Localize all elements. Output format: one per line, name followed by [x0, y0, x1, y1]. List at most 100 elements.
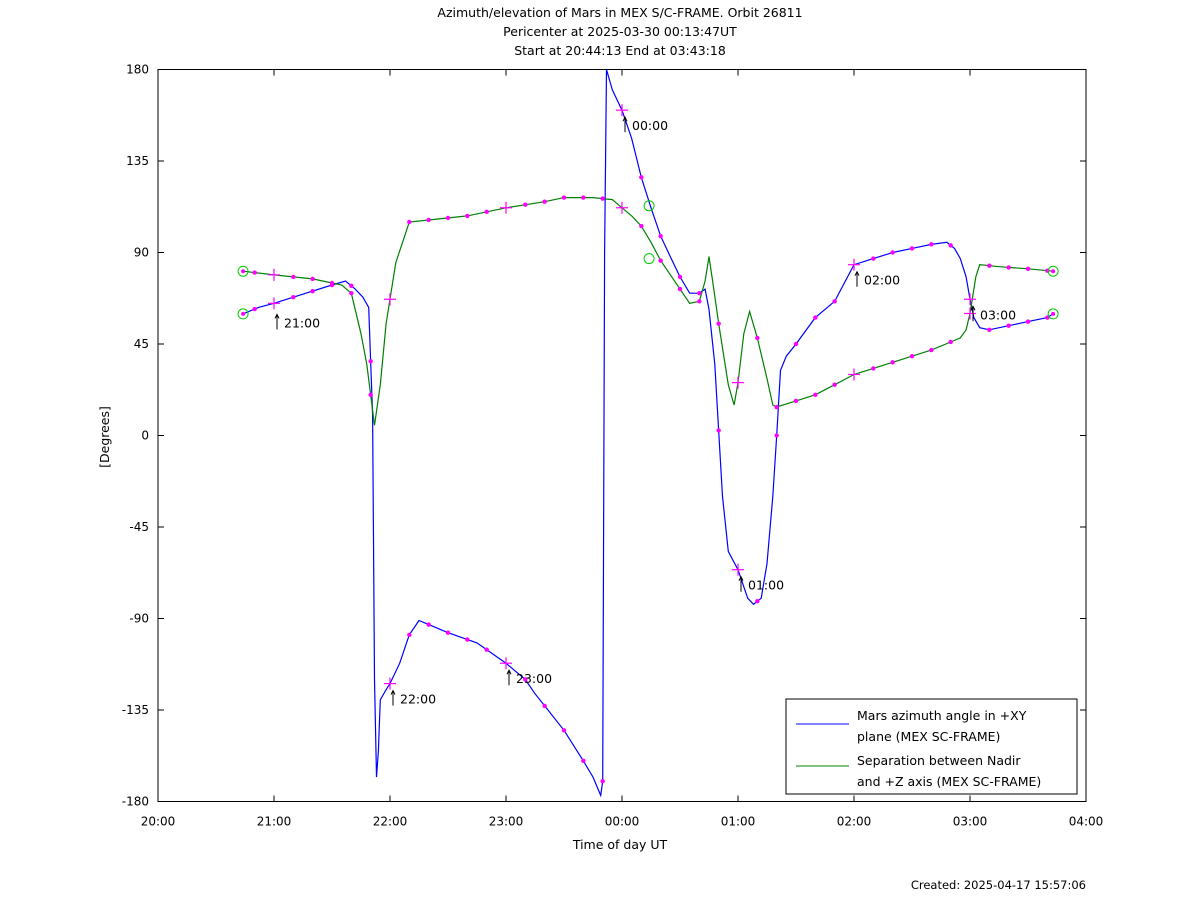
ten-minute-marker	[871, 256, 876, 261]
ten-minute-marker	[600, 196, 605, 201]
x-axis-label: Time of day UT	[572, 837, 668, 852]
y-tick-label: 45	[134, 337, 149, 351]
ten-minute-marker	[658, 234, 663, 239]
ten-minute-marker	[658, 258, 663, 263]
x-tick-label: 01:00	[721, 815, 756, 829]
ten-minute-marker	[368, 392, 373, 398]
pericenter-marker	[643, 200, 655, 212]
ten-minute-marker	[581, 758, 586, 764]
annotation-label: 00:00	[632, 118, 668, 133]
ten-minute-marker	[793, 341, 799, 347]
x-tick-label: 22:00	[373, 815, 408, 829]
ten-minute-marker	[329, 280, 335, 286]
ten-minute-marker	[813, 315, 818, 320]
annotation-label: 22:00	[400, 692, 436, 707]
ten-minute-marker	[639, 175, 644, 180]
annotation-arrowhead	[274, 313, 280, 319]
ten-minute-marker	[716, 428, 721, 433]
ten-minute-marker	[871, 366, 876, 371]
endpoint-dot	[241, 311, 246, 316]
ten-minute-marker	[639, 223, 644, 229]
ten-minute-marker	[542, 199, 547, 204]
ten-minute-marker	[542, 703, 547, 709]
endpoint-marker	[237, 265, 249, 277]
y-tick-label: 135	[126, 154, 149, 168]
y-axis-label: [Degrees]	[97, 406, 112, 468]
ten-minute-marker	[349, 290, 354, 296]
ten-minute-marker	[793, 398, 799, 404]
annotation-label: 23:00	[516, 671, 552, 686]
x-tick-label: 02:00	[837, 815, 872, 829]
legend-label-separation-1: Separation between Nadir	[857, 753, 1021, 768]
y-tick-label: 180	[126, 63, 149, 77]
ten-minute-marker	[523, 202, 528, 207]
ten-minute-marker	[1006, 323, 1011, 328]
ten-minute-marker	[407, 632, 412, 637]
legend-label-azimuth-1: Mars azimuth angle in +XY	[857, 708, 1027, 723]
annotation-arrowhead	[738, 575, 744, 581]
annotation-arrowhead	[390, 689, 396, 695]
x-tick-label: 23:00	[489, 815, 524, 829]
legend-box	[785, 698, 1078, 795]
ten-minute-marker	[600, 778, 605, 784]
y-axis: 180 135 90 45 0 -45 -90 -135 -180	[122, 63, 1086, 809]
chart-title-line-2: Pericenter at 2025-03-30 00:13:47UT	[503, 24, 737, 39]
series-lines	[242, 69, 1054, 798]
ten-minute-marker	[987, 263, 992, 268]
ten-minute-marker	[252, 306, 257, 312]
ten-minute-marker	[716, 321, 721, 326]
pericenter-marker	[643, 253, 655, 265]
ten-minute-marker	[832, 299, 837, 304]
ten-minute-marker	[929, 242, 934, 247]
ten-minute-marker	[465, 213, 470, 219]
endpoint-dot	[1051, 269, 1056, 274]
legend-label-azimuth-2: plane (MEX SC-FRAME)	[857, 729, 1000, 744]
annotation-label: 21:00	[284, 315, 320, 330]
endpoint-marker	[1047, 265, 1059, 277]
ten-minute-marker	[484, 209, 489, 215]
y-tick-label: 90	[134, 246, 149, 260]
x-axis: 20:00 21:00 22:00 23:00 00:00 01:00 02:00 03:00…	[141, 69, 1104, 829]
x-tick-label: 21:00	[257, 815, 292, 829]
ten-minute-marker	[426, 622, 431, 627]
ten-minute-marker	[697, 299, 702, 304]
ten-minute-marker	[445, 215, 451, 221]
y-tick-label: 0	[141, 429, 149, 443]
annotation-label: 01:00	[748, 578, 784, 593]
plot-frame	[157, 69, 1087, 802]
ten-minute-marker	[832, 382, 837, 387]
ten-minute-marker	[813, 392, 818, 398]
ten-minute-marker	[561, 728, 567, 733]
ten-minute-marker	[523, 677, 528, 682]
x-tick-label: 04:00	[1069, 815, 1104, 829]
series-line-separation	[243, 197, 1054, 426]
ten-minute-marker	[445, 630, 451, 635]
ten-minute-marker	[407, 219, 412, 225]
x-tick-label: 03:00	[953, 815, 988, 829]
ten-minute-marker	[368, 359, 373, 364]
ten-minute-marker	[774, 404, 779, 410]
y-tick-label: -45	[129, 520, 149, 534]
ten-minute-marker	[890, 250, 895, 255]
endpoint-marker	[237, 308, 249, 320]
annotation-label: 03:00	[980, 307, 1016, 322]
ten-minute-marker	[890, 360, 895, 365]
ten-minute-marker	[755, 599, 760, 604]
chart-title-line-3: Start at 20:44:13 End at 03:43:18	[514, 43, 726, 58]
annotation-arrowhead	[854, 270, 860, 276]
legend: Mars azimuth angle in +XY plane (MEX SC-…	[785, 698, 1078, 795]
ten-minute-marker	[929, 347, 934, 353]
endpoint-dot	[1051, 311, 1056, 316]
ten-minute-marker	[1006, 265, 1011, 270]
ten-minute-marker	[310, 288, 315, 294]
annotation-arrowhead	[970, 305, 976, 311]
hour-annotations: 21:00 22:00 23:00 00:00 01:00 02:00 03:00	[274, 116, 1016, 707]
x-tick-label: 00:00	[605, 815, 640, 829]
ten-minute-marker	[291, 274, 296, 280]
ten-minute-marker	[484, 647, 489, 652]
ten-minute-marker	[465, 637, 470, 642]
y-tick-label: -135	[122, 703, 149, 717]
y-tick-label: -90	[129, 612, 149, 626]
ten-minute-marker	[909, 354, 915, 359]
